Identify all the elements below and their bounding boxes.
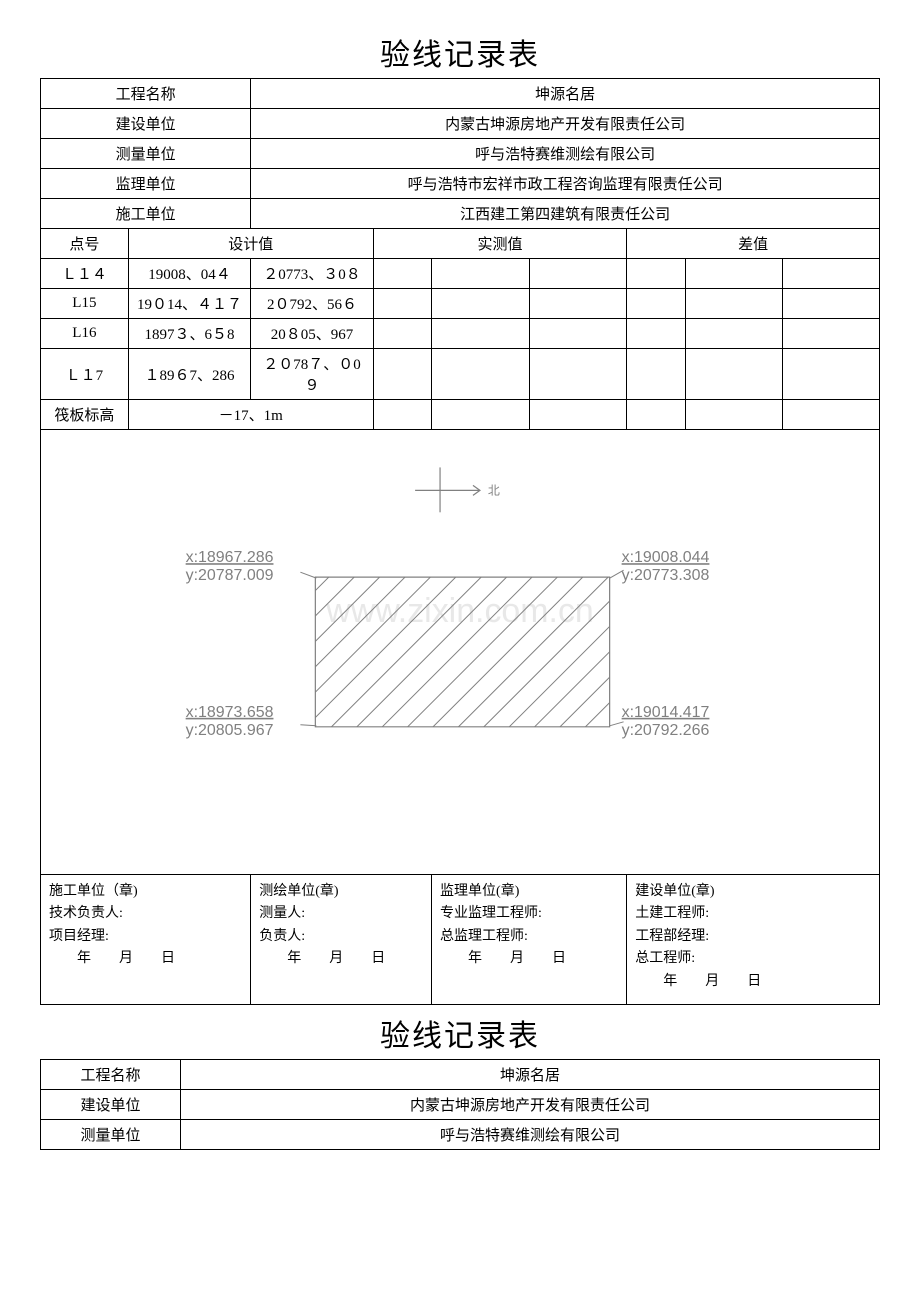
sig-date: 年 月 日 — [259, 948, 423, 970]
page-title-1: 验线记录表 — [40, 30, 880, 74]
cell-design-x: １89６7、286 — [128, 349, 250, 400]
sig-supervisor: 监理单位(章) 专业监理工程师: 总监理工程师: 年 月 日 — [432, 874, 627, 1004]
table-row: Ｌ１４ 19008、04４ ２0773、３0８ — [41, 259, 880, 289]
raft-label: 筏板标高 — [41, 400, 129, 430]
sig-developer: 建设单位(章) 土建工程师: 工程部经理: 总工程师: 年 月 日 — [627, 874, 880, 1004]
value-project-name: 坤源名居 — [181, 1059, 880, 1089]
sig-line: 工程部经理: — [635, 926, 871, 948]
coord-tl-x: x:18967.286 — [186, 549, 274, 566]
cell-design-x: 19008、04４ — [128, 259, 250, 289]
cell-design-y: ２0773、３0８ — [251, 259, 374, 289]
coord-br-y: y:20792.266 — [622, 722, 710, 739]
label-survey: 测量单位 — [41, 139, 251, 169]
sig-line: 测绘单位(章) — [259, 881, 423, 903]
record-table-2: 工程名称 坤源名居 建设单位 内蒙古坤源房地产开发有限责任公司 测量单位 呼与浩… — [40, 1059, 880, 1150]
coord-bl-x: x:18973.658 — [186, 704, 274, 721]
coord-tr-x: x:19008.044 — [622, 549, 710, 566]
sig-line: 总监理工程师: — [440, 926, 618, 948]
sig-line: 土建工程师: — [635, 903, 871, 925]
label-supervisor: 监理单位 — [41, 169, 251, 199]
sig-date: 年 月 日 — [49, 948, 242, 970]
label-developer: 建设单位 — [41, 1089, 181, 1119]
col-diff: 差值 — [627, 229, 880, 259]
sig-date: 年 月 日 — [440, 948, 618, 970]
table-row: Ｌ１7 １89６7、286 ２０78７、０0９ — [41, 349, 880, 400]
sig-contractor: 施工单位（章) 技术负责人: 项目经理: 年 月 日 — [41, 874, 251, 1004]
cell-measured-1 — [373, 259, 431, 289]
sig-line: 专业监理工程师: — [440, 903, 618, 925]
col-design: 设计值 — [128, 229, 373, 259]
survey-diagram: www.zixin.com.cn 北 — [41, 430, 879, 874]
cell-measured-2 — [432, 259, 530, 289]
table-row: L16 1897３、6５8 20８05、967 — [41, 319, 880, 349]
value-survey: 呼与浩特赛维测绘有限公司 — [181, 1119, 880, 1149]
north-label: 北 — [488, 483, 500, 497]
cell-diff-3 — [782, 259, 879, 289]
coord-tr-y: y:20773.308 — [622, 567, 710, 584]
raft-value: －17、1m — [128, 400, 373, 430]
value-supervisor: 呼与浩特市宏祥市政工程咨询监理有限责任公司 — [251, 169, 880, 199]
sig-line: 监理单位(章) — [440, 881, 618, 903]
sig-line: 技术负责人: — [49, 903, 242, 925]
sig-line: 测量人: — [259, 903, 423, 925]
sig-date: 年 月 日 — [635, 971, 871, 993]
value-survey: 呼与浩特赛维测绘有限公司 — [251, 139, 880, 169]
cell-design-x: 19０14、４１７ — [128, 289, 250, 319]
value-contractor: 江西建工第四建筑有限责任公司 — [251, 199, 880, 229]
label-contractor: 施工单位 — [41, 199, 251, 229]
cell-point: Ｌ１４ — [41, 259, 129, 289]
value-project-name: 坤源名居 — [251, 79, 880, 109]
col-point: 点号 — [41, 229, 129, 259]
cell-diff-1 — [627, 259, 685, 289]
raft-row: 筏板标高 －17、1m — [41, 400, 880, 430]
sig-survey: 测绘单位(章) 测量人: 负责人: 年 月 日 — [251, 874, 432, 1004]
coord-tl-y: y:20787.009 — [186, 567, 274, 584]
diagram-cell: www.zixin.com.cn 北 — [41, 430, 880, 875]
sig-line: 项目经理: — [49, 926, 242, 948]
cell-design-y: 20８05、967 — [251, 319, 374, 349]
sig-line: 总工程师: — [635, 948, 871, 970]
page-title-2: 验线记录表 — [40, 1011, 880, 1055]
label-developer: 建设单位 — [41, 109, 251, 139]
sig-line: 建设单位(章) — [635, 881, 871, 903]
cell-measured-3 — [529, 259, 627, 289]
label-project-name: 工程名称 — [41, 1059, 181, 1089]
label-project-name: 工程名称 — [41, 79, 251, 109]
label-survey: 测量单位 — [41, 1119, 181, 1149]
record-table-1: 工程名称 坤源名居 建设单位 内蒙古坤源房地产开发有限责任公司 测量单位 呼与浩… — [40, 78, 880, 1005]
value-developer: 内蒙古坤源房地产开发有限责任公司 — [251, 109, 880, 139]
col-measured: 实测值 — [373, 229, 626, 259]
cell-point: L15 — [41, 289, 129, 319]
sig-line: 施工单位（章) — [49, 881, 242, 903]
cell-point: L16 — [41, 319, 129, 349]
coord-br-x: x:19014.417 — [622, 704, 710, 721]
cell-design-y: ２０78７、０0９ — [251, 349, 374, 400]
cell-design-y: 2０792、56６ — [251, 289, 374, 319]
cell-diff-2 — [685, 259, 782, 289]
coord-bl-y: y:20805.967 — [186, 722, 274, 739]
cell-design-x: 1897３、6５8 — [128, 319, 250, 349]
value-developer: 内蒙古坤源房地产开发有限责任公司 — [181, 1089, 880, 1119]
table-row: L15 19０14、４１７ 2０792、56６ — [41, 289, 880, 319]
sig-line: 负责人: — [259, 926, 423, 948]
cell-point: Ｌ１7 — [41, 349, 129, 400]
